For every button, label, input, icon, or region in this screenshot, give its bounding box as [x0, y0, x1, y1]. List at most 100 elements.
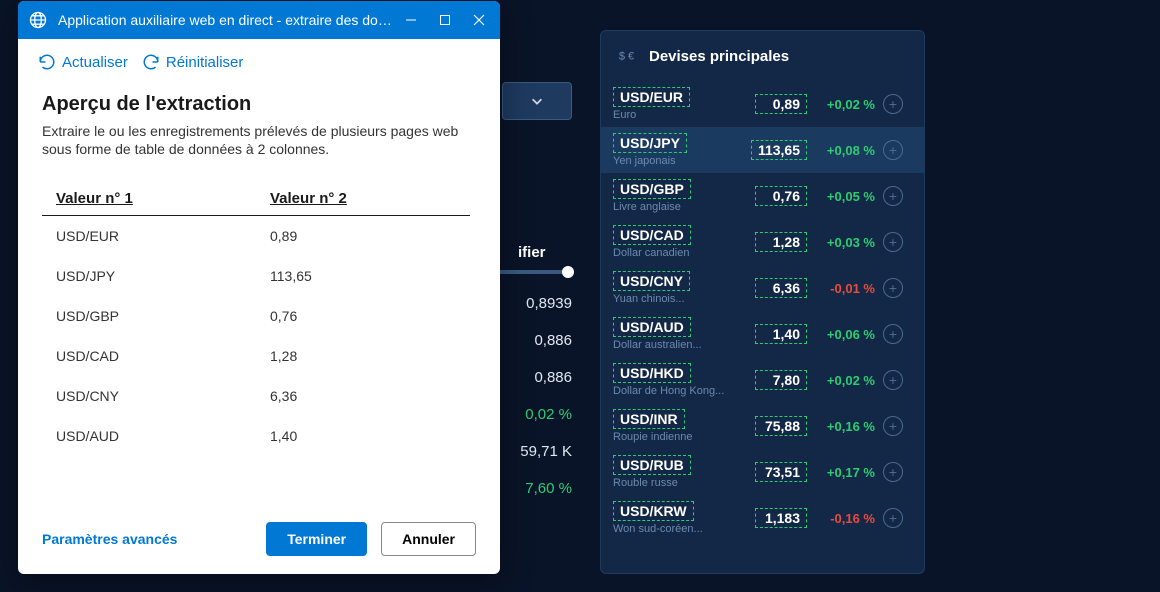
pair-col: USD/EUR Euro: [613, 87, 731, 121]
cancel-button[interactable]: Annuler: [381, 522, 476, 556]
currency-pair: USD/RUB: [613, 455, 691, 475]
currency-name: Won sud-coréen...: [613, 523, 731, 535]
rate-col: 75,88: [739, 416, 807, 436]
bg-value: 59,71 K: [500, 443, 572, 460]
table-cell: 1,28: [256, 336, 470, 376]
bg-value: 0,886: [500, 369, 572, 386]
table-row[interactable]: USD/EUR0,89: [42, 216, 470, 257]
svg-text:$: $: [619, 51, 625, 63]
currency-rate: 0,89: [755, 94, 807, 114]
currency-row[interactable]: USD/GBPLivre anglaise0,76+0,05 %+: [601, 173, 924, 219]
rate-col: 6,36: [739, 278, 807, 298]
table-cell: USD/GBP: [42, 296, 256, 336]
add-icon[interactable]: +: [883, 232, 903, 252]
currency-change: +0,06 %: [815, 327, 875, 342]
refresh-button[interactable]: Actualiser: [32, 49, 134, 75]
currency-icon: $ €: [617, 45, 639, 67]
pair-col: USD/JPYYen japonais: [613, 133, 731, 167]
finish-button[interactable]: Terminer: [266, 522, 367, 556]
currency-pair: USD/EUR: [613, 87, 690, 107]
refresh-label: Actualiser: [62, 54, 128, 71]
table-row[interactable]: USD/JPY113,65: [42, 256, 470, 296]
currency-rate: 73,51: [755, 462, 807, 482]
reset-label: Réinitialiser: [166, 54, 244, 71]
currency-pair: USD/HKD: [613, 363, 691, 383]
pair-col: USD/KRW Won sud-coréen...: [613, 501, 731, 535]
currency-row[interactable]: USD/CADDollar canadien1,28+0,03 %+: [601, 219, 924, 265]
column-header-2[interactable]: Valeur n° 2: [256, 182, 470, 216]
table-cell: 0,89: [256, 216, 470, 257]
maximize-button[interactable]: [428, 1, 462, 39]
currency-name: Roupie indienne: [613, 431, 731, 443]
rate-col: 0,76: [739, 186, 807, 206]
dialog-heading: Aperçu de l'extraction: [42, 93, 476, 116]
add-icon[interactable]: +: [883, 508, 903, 528]
add-icon[interactable]: +: [883, 324, 903, 344]
currency-name: Dollar australien...: [613, 339, 731, 351]
table-row[interactable]: USD/AUD1,40: [42, 416, 470, 456]
add-icon[interactable]: +: [883, 462, 903, 482]
currency-change: +0,03 %: [815, 235, 875, 250]
currency-name: Euro: [613, 109, 731, 121]
currency-rate: 1,40: [755, 324, 807, 344]
currency-rate: 0,76: [755, 186, 807, 206]
currency-rate: 7,80: [755, 370, 807, 390]
column-header-1[interactable]: Valeur n° 1: [42, 182, 256, 216]
pair-col: USD/AUDDollar australien...: [613, 317, 731, 351]
currency-change: +0,02 %: [815, 97, 875, 112]
minimize-button[interactable]: [394, 1, 428, 39]
svg-text:€: €: [628, 51, 634, 63]
rate-col: 73,51: [739, 462, 807, 482]
currency-row[interactable]: USD/KRWWon sud-coréen...1,183-0,16 %+: [601, 495, 924, 541]
currency-change: +0,02 %: [815, 373, 875, 388]
currency-pair: USD/KRW: [613, 501, 694, 521]
reset-icon: [142, 53, 160, 71]
reset-button[interactable]: Réinitialiser: [136, 49, 250, 75]
panel-title: Devises principales: [649, 48, 789, 65]
bg-value: 0,8939: [500, 295, 572, 312]
refresh-icon: [38, 53, 56, 71]
bg-values: 0,8939 0,886 0,886 0,02 % 59,71 K 7,60 %: [500, 295, 572, 497]
extraction-dialog: Application auxiliaire web en direct - e…: [18, 1, 500, 574]
add-icon[interactable]: +: [883, 140, 903, 160]
dialog-toolbar: Actualiser Réinitialiser: [18, 39, 500, 85]
currency-rate: 75,88: [755, 416, 807, 436]
table-cell: 0,76: [256, 296, 470, 336]
currency-row[interactable]: USD/HKDDollar de Hong Kong... 7,80 +0,02 %…: [601, 357, 924, 403]
rate-col: 1,40: [739, 324, 807, 344]
bg-slider[interactable]: [500, 270, 570, 274]
currency-panel: $ € Devises principales USD/EUR Euro 0,89 +…: [600, 30, 925, 574]
currency-row[interactable]: USD/CNYYuan chinois...6,36-0,01 %+: [601, 265, 924, 311]
currency-pair: USD/JPY: [613, 133, 687, 153]
table-row[interactable]: USD/CAD1,28: [42, 336, 470, 376]
currency-pair: USD/CNY: [613, 271, 690, 291]
rate-col: 0,89: [739, 94, 807, 114]
pair-col: USD/GBPLivre anglaise: [613, 179, 731, 213]
currency-row[interactable]: USD/EUR Euro 0,89 +0,02 % +: [601, 81, 924, 127]
bg-value: 7,60 %: [500, 480, 572, 497]
add-icon[interactable]: +: [883, 94, 903, 114]
pair-col: USD/INRRoupie indienne: [613, 409, 731, 443]
table-row[interactable]: USD/GBP0,76: [42, 296, 470, 336]
currency-row[interactable]: USD/RUBRouble russe73,51+0,17 %+: [601, 449, 924, 495]
currency-name: Dollar canadien: [613, 247, 731, 259]
table-cell: USD/CNY: [42, 376, 256, 416]
add-icon[interactable]: +: [883, 416, 903, 436]
panel-header: $ € Devises principales: [601, 31, 924, 81]
currency-row[interactable]: USD/INRRoupie indienne75,88+0,16 %+: [601, 403, 924, 449]
advanced-link[interactable]: Paramètres avancés: [42, 531, 252, 547]
add-icon[interactable]: +: [883, 278, 903, 298]
add-icon[interactable]: +: [883, 186, 903, 206]
currency-rate: 6,36: [755, 278, 807, 298]
currency-rate: 1,28: [755, 232, 807, 252]
rate-col: 1,28: [739, 232, 807, 252]
currency-row[interactable]: USD/JPYYen japonais113,65+0,08 %+: [601, 127, 924, 173]
currency-row[interactable]: USD/AUDDollar australien... 1,40 +0,06 % +: [601, 311, 924, 357]
dialog-content: Aperçu de l'extraction Extraire le ou le…: [18, 85, 500, 504]
close-button[interactable]: [462, 1, 496, 39]
table-row[interactable]: USD/CNY6,36: [42, 376, 470, 416]
pair-col: USD/HKDDollar de Hong Kong...: [613, 363, 731, 397]
table-cell: USD/JPY: [42, 256, 256, 296]
dropdown-chevron[interactable]: [502, 82, 572, 120]
add-icon[interactable]: +: [883, 370, 903, 390]
